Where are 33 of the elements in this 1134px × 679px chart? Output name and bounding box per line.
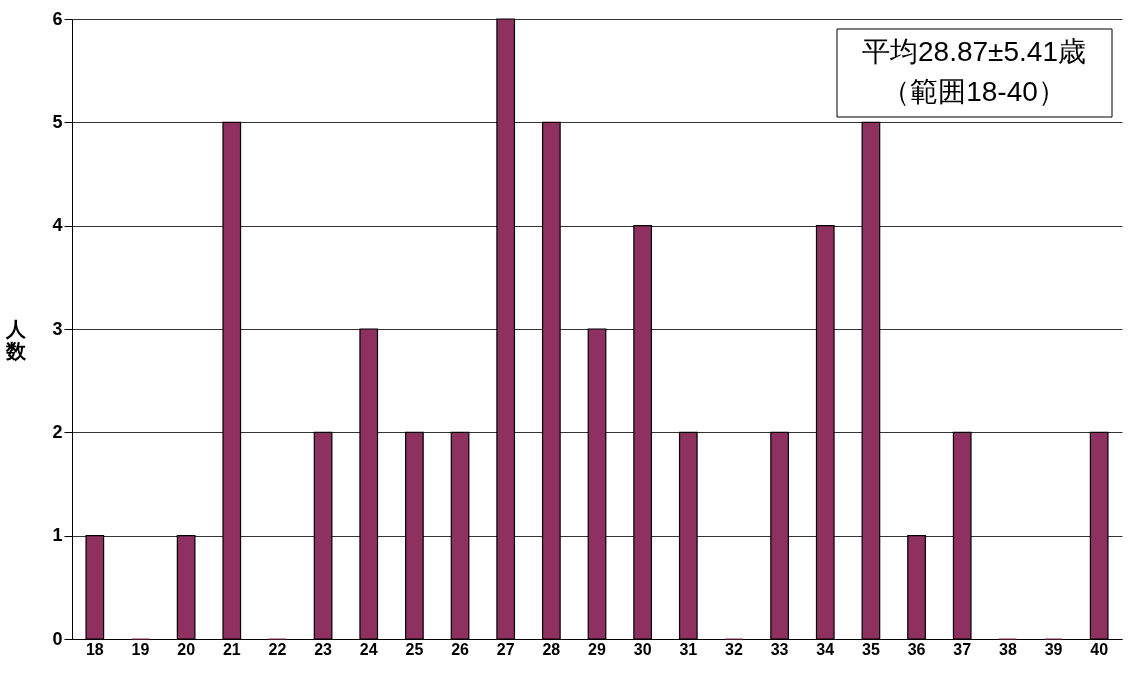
x-tick-label: 21 [222, 640, 241, 658]
x-tick-label: 24 [359, 640, 378, 658]
x-tick-label: 37 [953, 640, 972, 658]
x-tick-label: 39 [1044, 640, 1063, 658]
y-tick-label: 4 [52, 215, 63, 236]
x-tick-label: 32 [725, 640, 743, 658]
x-tick-label: 28 [542, 640, 561, 658]
x-tick-label: 22 [268, 640, 287, 658]
y-tick-label: 5 [52, 111, 63, 132]
y-tick-label: 0 [52, 628, 63, 649]
x-tick-label: 19 [131, 640, 150, 658]
y-tick-label: 1 [52, 525, 63, 546]
x-tick-label: 36 [907, 640, 926, 658]
y-tick-label: 3 [52, 318, 63, 339]
y-tick-label: 2 [52, 421, 63, 442]
x-tick-label: 38 [998, 640, 1017, 658]
x-tick-label: 35 [862, 640, 880, 658]
x-tick-label: 40 [1090, 640, 1109, 658]
x-tick-label: 31 [679, 640, 698, 658]
x-tick-label: 29 [588, 640, 606, 658]
annotation: （範囲18-40） [882, 76, 1066, 107]
x-tick-label: 30 [633, 640, 652, 658]
annotation: 平均28.87±5.41歳 [862, 36, 1086, 67]
x-tick-label: 18 [85, 640, 104, 658]
x-tick-label: 26 [451, 640, 470, 658]
y-axis-title: 人数 [5, 317, 28, 362]
x-tick-label: 20 [177, 640, 196, 658]
x-tick-label: 27 [496, 640, 515, 658]
y-tick-label: 6 [52, 8, 63, 29]
x-tick-label: 34 [816, 640, 835, 658]
x-tick-label: 23 [314, 640, 333, 658]
x-tick-label: 25 [405, 640, 424, 658]
x-tick-label: 33 [770, 640, 789, 658]
